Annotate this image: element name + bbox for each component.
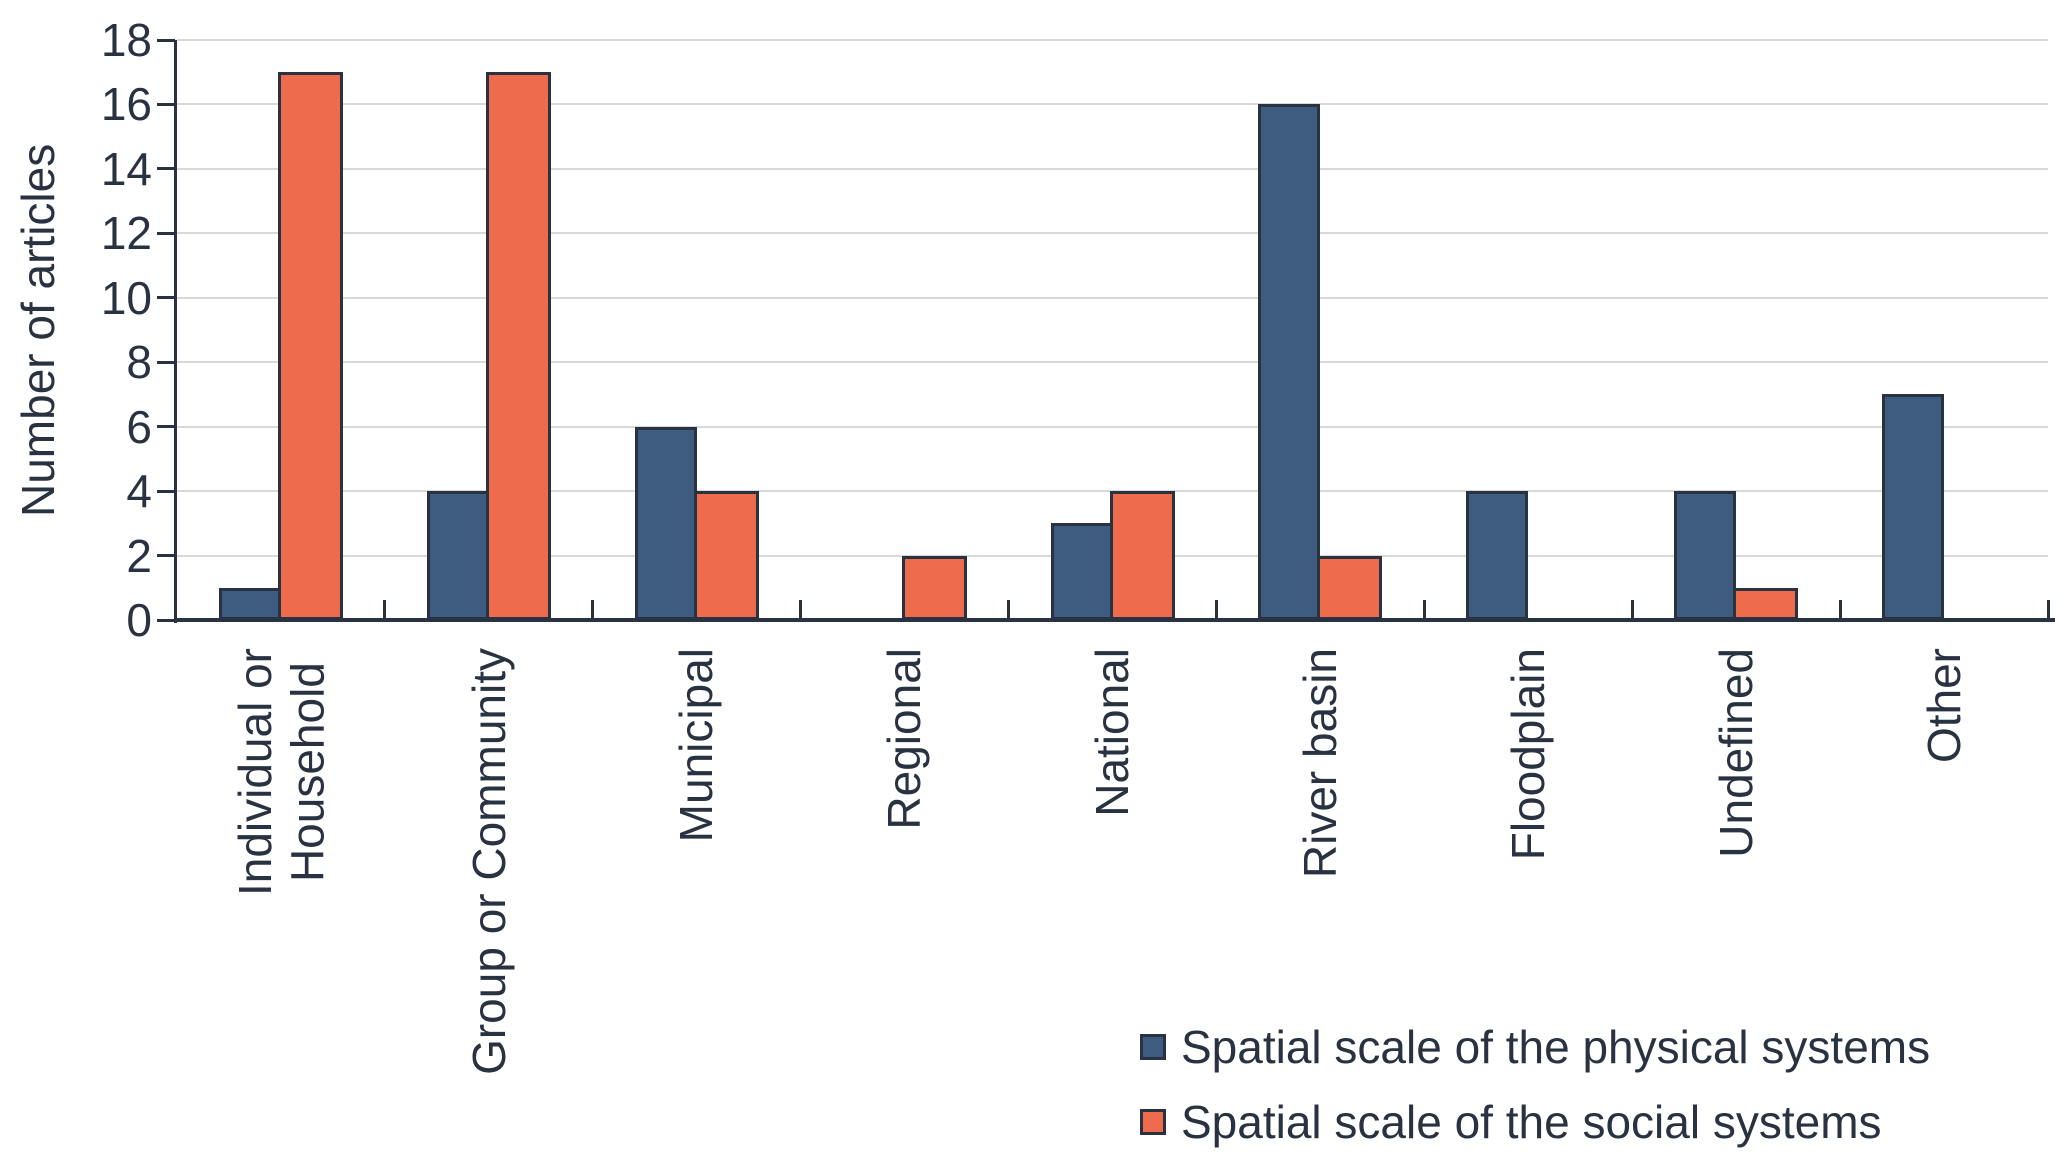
y-tick-6 — [157, 425, 175, 429]
y-tick-14 — [157, 167, 175, 171]
x-label-3: Municipal — [670, 648, 723, 843]
x-tick-9 — [2046, 600, 2050, 618]
y-tick-label-8: 8 — [126, 336, 152, 389]
y-tick-0 — [157, 618, 175, 622]
x-label-wrap-4: Regional — [801, 648, 1009, 1160]
gridline-y-14 — [177, 167, 2048, 170]
y-tick-label-6: 6 — [126, 400, 152, 453]
legend-label-social-systems: Spatial scale of the social systems — [1181, 1096, 1882, 1148]
y-tick-label-16: 16 — [100, 78, 152, 131]
bar-social-8 — [1733, 587, 1799, 620]
y-tick-8 — [157, 360, 175, 364]
x-label-wrap-8: Undefined — [1632, 648, 1840, 1160]
y-tick-label-4: 4 — [126, 465, 152, 518]
bar-physical-9 — [1882, 394, 1945, 620]
x-label-wrap-5: National — [1009, 648, 1217, 1160]
bar-physical-8 — [1674, 491, 1737, 620]
legend-swatch-physical-systems — [1140, 1034, 1166, 1060]
bar-physical-5 — [1050, 523, 1113, 620]
x-label-7: Floodplain — [1502, 648, 1555, 861]
y-tick-10 — [157, 296, 175, 300]
x-label-wrap-6: River basin — [1216, 648, 1424, 1160]
x-label-5: National — [1086, 648, 1139, 817]
bar-social-2 — [485, 72, 551, 620]
x-label-9: Other — [1917, 648, 1970, 764]
y-tick-label-10: 10 — [100, 271, 152, 324]
gridline-y-8 — [177, 361, 2048, 364]
x-label-4: Regional — [878, 648, 931, 830]
y-tick-label-14: 14 — [100, 142, 152, 195]
y-tick-label-2: 2 — [126, 529, 152, 582]
x-label-6: River basin — [1294, 648, 1347, 879]
gridline-y-18 — [177, 39, 2048, 41]
y-tick-16 — [157, 102, 175, 106]
y-axis-line — [174, 40, 177, 623]
bar-physical-6 — [1258, 104, 1321, 620]
bar-physical-7 — [1466, 491, 1529, 620]
x-tick-1 — [383, 600, 387, 618]
y-tick-label-12: 12 — [100, 207, 152, 260]
bar-physical-3 — [634, 426, 697, 620]
y-tick-label-0: 0 — [126, 594, 152, 646]
y-tick-4 — [157, 489, 175, 493]
y-tick-12 — [157, 231, 175, 235]
gridline-y-16 — [177, 103, 2048, 106]
gridline-y-10 — [177, 296, 2048, 299]
x-label-2: Group or Community — [462, 648, 515, 1075]
bar-social-4 — [901, 555, 967, 620]
bar-physical-1 — [218, 587, 281, 620]
bar-social-1 — [277, 72, 343, 620]
x-tick-5 — [1214, 600, 1218, 618]
x-label-1: Individual or Household — [228, 648, 333, 897]
x-label-wrap-2: Group or Community — [385, 648, 593, 1160]
bar-physical-2 — [426, 491, 489, 620]
x-tick-7 — [1630, 600, 1634, 618]
legend-item-physical-systems: Spatial scale of the physical systems — [1140, 1019, 1930, 1075]
x-axis-line — [174, 618, 2055, 622]
x-label-wrap-9: Other — [1840, 648, 2048, 1160]
y-tick-2 — [157, 554, 175, 558]
legend-label-physical-systems: Spatial scale of the physical systems — [1181, 1021, 1931, 1073]
y-tick-18 — [157, 38, 175, 42]
bar-social-5 — [1109, 491, 1175, 620]
gridline-y-12 — [177, 232, 2048, 235]
x-label-wrap-3: Municipal — [593, 648, 801, 1160]
bar-social-3 — [693, 491, 759, 620]
y-tick-label-18: 18 — [100, 14, 152, 66]
x-tick-4 — [1007, 600, 1011, 618]
x-tick-2 — [591, 600, 595, 618]
x-tick-3 — [799, 600, 803, 618]
gridline-y-6 — [177, 425, 2048, 428]
x-tick-6 — [1422, 600, 1426, 618]
legend-item-social-systems: Spatial scale of the social systems — [1140, 1094, 1882, 1150]
x-tick-8 — [1838, 600, 1842, 618]
legend-swatch-social-systems — [1140, 1109, 1166, 1135]
x-label-wrap-1: Individual or Household — [177, 648, 385, 1160]
x-label-8: Undefined — [1709, 648, 1762, 858]
x-label-wrap-7: Floodplain — [1424, 648, 1632, 1160]
bar-social-6 — [1317, 555, 1383, 620]
